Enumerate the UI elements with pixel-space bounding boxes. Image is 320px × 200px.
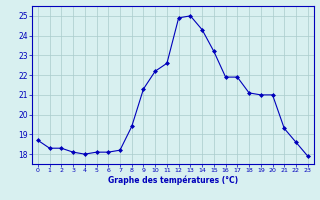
X-axis label: Graphe des températures (°C): Graphe des températures (°C) <box>108 176 238 185</box>
